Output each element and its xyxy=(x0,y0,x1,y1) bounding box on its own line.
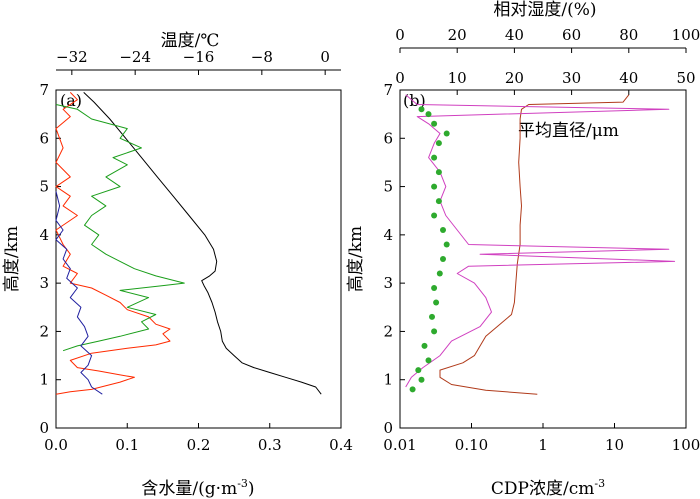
cdp-point xyxy=(418,376,425,383)
panel-b-xlabel: CDP浓度/cm-3 xyxy=(491,477,605,499)
height-tick-label: 7 xyxy=(383,81,393,99)
cdp-tick-label: 0.10 xyxy=(455,436,488,454)
panel-a: (a) 含水量/(g·m-3) 温度/℃ 高度/km 0.0 0.1 0.2 0.3 0… xyxy=(2,31,353,499)
cdp-point xyxy=(443,130,450,137)
cdp-point xyxy=(435,198,442,205)
diameter-tick-label: 40 xyxy=(619,69,638,87)
panel-b-diameter-ticks: 0 10 20 30 40 50 xyxy=(395,69,696,95)
height-tick-label: 1 xyxy=(39,371,49,389)
cdp-point xyxy=(443,241,450,248)
height-tick-label: 7 xyxy=(39,81,49,99)
lwc-tick-label: 0.1 xyxy=(115,436,139,454)
temperature-tick-label: −24 xyxy=(119,48,151,66)
height-tick-label: 2 xyxy=(383,322,393,340)
height-tick-label: 6 xyxy=(383,129,393,147)
height-tick-label: 3 xyxy=(383,274,393,292)
lwc-tick-label: 0.4 xyxy=(329,436,353,454)
diameter-tick-label: 50 xyxy=(676,69,695,87)
panel-a-label: (a) xyxy=(60,91,82,110)
panel-a-y-ticks: 0 1 2 3 4 5 6 7 xyxy=(39,81,61,437)
lwc-tick-label: 0.0 xyxy=(44,436,68,454)
lwc-tick-label: 0.2 xyxy=(187,436,211,454)
cdp-tick-label: 10 xyxy=(605,436,624,454)
rh-tick-label: 100 xyxy=(672,26,700,44)
panel-a-ylabel: 高度/km xyxy=(2,226,22,292)
temperature-line xyxy=(83,92,322,395)
cdp-point xyxy=(415,367,422,374)
panel-a-x-ticks: 0.0 0.1 0.2 0.3 0.4 xyxy=(44,423,353,454)
cdp-point xyxy=(409,386,416,393)
cdp-point xyxy=(431,328,438,335)
cdp-point xyxy=(429,313,435,320)
height-tick-label: 5 xyxy=(39,178,49,196)
height-tick-label: 0 xyxy=(383,419,393,437)
cdp-point xyxy=(418,106,425,113)
panel-a-xlabel: 含水量/(g·m-3) xyxy=(141,477,254,499)
panel-a-x2label: 温度/℃ xyxy=(161,31,220,51)
rh-tick-label: 20 xyxy=(448,26,467,44)
height-tick-label: 1 xyxy=(383,371,393,389)
panel-b-ylabel: 高度/km xyxy=(346,226,366,292)
cdp-point xyxy=(425,111,432,118)
rh-tick-label: 80 xyxy=(619,26,638,44)
cdp-tick-label: 0.01 xyxy=(383,436,416,454)
height-tick-label: 0 xyxy=(39,419,49,437)
cdp-point xyxy=(440,227,446,233)
cdp-tick-label: 1 xyxy=(538,436,548,454)
cdp-point xyxy=(421,342,428,349)
cdp-point xyxy=(435,140,442,147)
lwc-line-3 xyxy=(55,191,103,395)
cdp-point xyxy=(433,299,440,306)
panel-a-series xyxy=(55,92,322,395)
panel-a-frame xyxy=(55,89,342,429)
lwc-line-1 xyxy=(55,92,171,395)
panel-b-label: (b) xyxy=(403,91,426,110)
panel-b-x-ticks: 0.01 0.10 1 10 100 xyxy=(383,423,700,454)
panel-b-annotation: 平均直径/μm xyxy=(518,121,619,141)
lwc-tick-label: 0.3 xyxy=(258,436,282,454)
diameter-tick-label: 20 xyxy=(505,69,524,87)
panel-b-y-ticks: 0 1 2 3 4 5 6 7 xyxy=(383,81,405,437)
cdp-point xyxy=(431,212,438,219)
cdp-point xyxy=(431,285,438,291)
cdp-point xyxy=(431,154,438,161)
panel-b-rh-ticks: 0 20 40 60 80 100 xyxy=(395,26,700,53)
relative-humidity-line xyxy=(439,94,630,395)
mean-diameter-line xyxy=(405,94,676,388)
cdp-point xyxy=(440,256,446,262)
temperature-tick-label: −8 xyxy=(251,48,273,66)
height-tick-label: 4 xyxy=(383,226,393,244)
panel-b: (b) CDP浓度/cm-3 相对湿度/(%) 高度/km 平均直径/μm 0.… xyxy=(346,0,700,499)
lwc-line-2 xyxy=(55,104,185,352)
panel-b-x2label: 相对湿度/(%) xyxy=(493,0,596,20)
temperature-tick-label: 0 xyxy=(320,48,330,66)
cdp-point xyxy=(425,357,432,364)
height-tick-label: 3 xyxy=(39,274,49,292)
height-tick-label: 6 xyxy=(39,129,49,147)
diameter-tick-label: 0 xyxy=(395,69,405,87)
cdp-point xyxy=(431,120,438,127)
panel-b-series xyxy=(405,94,676,395)
cdp-point xyxy=(431,183,438,190)
height-tick-label: 4 xyxy=(39,226,49,244)
diameter-tick-label: 30 xyxy=(562,69,581,87)
cdp-tick-label: 100 xyxy=(672,436,700,454)
diameter-tick-label: 10 xyxy=(448,69,467,87)
rh-tick-label: 60 xyxy=(562,26,581,44)
panel-a-temperature-ticks: −32 −24 −16 −8 0 xyxy=(56,48,341,75)
cdp-point xyxy=(435,169,442,176)
temperature-tick-label: −16 xyxy=(183,48,215,66)
rh-tick-label: 40 xyxy=(505,26,524,44)
rh-tick-label: 0 xyxy=(395,26,405,44)
height-tick-label: 2 xyxy=(39,322,49,340)
height-tick-label: 5 xyxy=(383,178,393,196)
temperature-tick-label: −32 xyxy=(56,48,88,66)
cdp-point xyxy=(436,270,443,277)
